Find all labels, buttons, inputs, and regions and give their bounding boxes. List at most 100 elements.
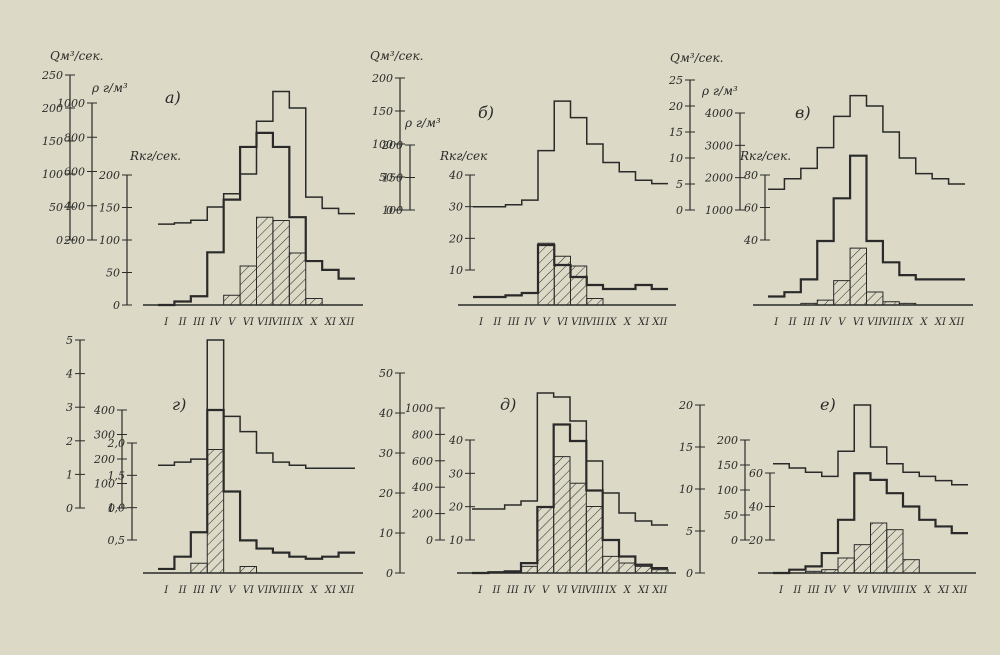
tick-label-y: 20 [448,501,463,514]
tick-label-y: 1000 [405,402,433,415]
axis-label: ρ г/м³ [404,116,441,130]
tick-label-y: 3000 [705,139,733,152]
panel-1: a)I II III IV V VI VII VIII IX X XI XIIQм³/сек.0501… [41,49,363,328]
tick-label-x: XII [338,317,355,328]
tick-label-x: IX [905,585,918,596]
axis-label: Qм³/сек. [370,49,423,63]
panel-label: г) [172,395,186,414]
axis-label: Rкг/сек [439,149,488,163]
tick-label-x: I [163,585,169,596]
bar-R [816,299,835,306]
tick-label-y: 150 [372,105,393,118]
tick-label-y: 200 [381,139,403,152]
tick-label-x: XII [651,585,668,596]
tick-label-y: 200 [716,434,738,447]
bar-R [837,557,855,574]
tick-label-x: IV [819,317,833,328]
tick-label-y: 15 [679,441,693,454]
tick-label-y: 0 [676,204,683,217]
tick-label-y: 0 [731,534,738,547]
tick-label-x: VI [557,317,569,328]
tick-label-y: 100 [382,204,403,217]
tick-label-y: 20 [378,487,393,500]
tick-label-x: IX [605,317,618,328]
axis-label: Qм³/сек. [50,49,103,63]
bar-R [800,302,818,306]
tick-label-y: 5 [66,334,73,347]
tick-label-x: III [802,317,816,328]
tick-label-x: X [919,317,928,328]
bar-R [585,506,604,574]
tick-label-y: 0 [108,502,115,515]
tick-label-y: 30 [449,467,463,480]
tick-label-y: 2,0 [107,437,126,450]
axis-label: ρ г/м³ [701,84,738,98]
bar-R [520,565,538,574]
tick-label-y: 10 [449,534,463,547]
tick-label-y: 100 [717,484,738,497]
tick-label-x: VIII [272,585,292,596]
series-line-ρ [158,408,355,571]
tick-label-y: 0 [56,234,63,247]
tick-label-y: 40 [448,169,463,182]
tick-label-y: 3 [66,401,73,414]
tick-label-y: 600 [412,455,433,468]
tick-label-y: 50 [379,367,393,380]
panel-4: г)I II III IV V VI VII VIII IX X XI XII012345010020… [65,334,363,596]
panel-6: е)I II III IV V VI VII VIII IX X XI XII051015200501… [678,395,976,596]
tick-label-x: VIII [585,585,605,596]
tick-label-x: XI [937,585,950,596]
bar-R [256,216,274,306]
tick-label-y: 40 [378,407,393,420]
bar-R [569,482,587,574]
bar-R [223,294,241,306]
tick-label-y: 10 [679,483,693,496]
tick-label-y: 60 [744,202,758,215]
bar-R [272,220,290,306]
tick-label-x: V [838,317,847,328]
tick-label-x: III [807,585,821,596]
tick-label-x: I [163,317,169,328]
tick-label-y: 200 [98,169,120,182]
tick-label-y: 5 [676,178,683,191]
tick-label-x: X [309,585,318,596]
tick-label-y: 400 [63,200,85,213]
tick-label-x: V [542,585,551,596]
tick-label-x: XI [637,585,650,596]
bar-R [570,265,588,306]
tick-label-x: II [492,585,502,596]
tick-label-x: VIII [272,317,292,328]
tick-label-y: 10 [379,527,393,540]
tick-label-y: 50 [106,267,120,280]
tick-label-x: VI [556,585,568,596]
bar-R [190,562,208,574]
series-line-ρ [472,423,668,575]
tick-label-x: IV [523,585,537,596]
tick-label-y: 200 [371,72,393,85]
bar-R [305,298,323,306]
tick-label-x: VII [871,585,887,596]
tick-label-y: 150 [382,172,403,185]
tick-label-x: IX [901,317,914,328]
tick-label-y: 80 [744,169,758,182]
tick-label-y: 40 [448,434,463,447]
tick-label-x: IV [209,585,223,596]
bar-R [870,522,888,574]
tick-label-x: VI [243,585,255,596]
axis-label: Rкг/сек. [739,149,791,163]
bar-R [821,569,839,574]
series-line-ρ [768,154,965,298]
tick-label-y: 800 [64,131,85,144]
tick-label-x: VII [867,317,883,328]
tick-label-x: XII [948,317,965,328]
tick-label-x: XII [651,317,668,328]
tick-label-y: 0,5 [108,534,126,547]
bar-R [537,242,555,306]
tick-label-x: XI [324,317,337,328]
tick-label-y: 200 [41,102,63,115]
tick-label-y: 50 [49,201,63,214]
tick-label-x: XII [951,585,968,596]
axis-label: Rкг/сек. [129,149,181,163]
tick-label-y: 150 [99,202,120,215]
